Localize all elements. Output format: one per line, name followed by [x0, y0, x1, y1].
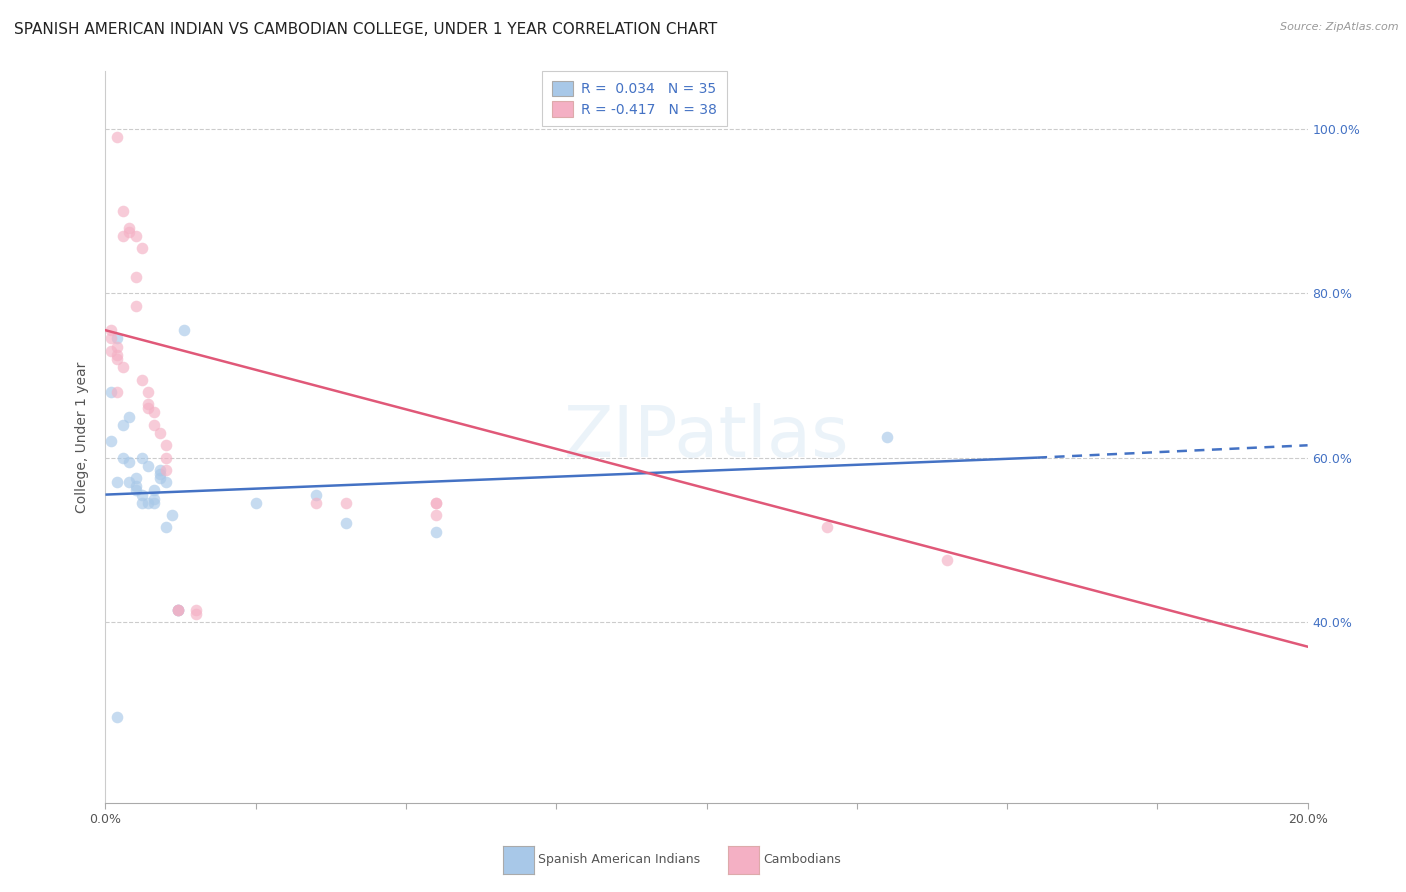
Point: [160, 508, 183, 523]
Point: [166, 602, 188, 616]
Point: [131, 496, 153, 510]
Point: [305, 487, 328, 501]
Point: [425, 524, 447, 539]
Point: [136, 401, 159, 416]
Point: [112, 360, 135, 375]
Point: [107, 475, 129, 490]
Point: [166, 602, 188, 616]
Point: [936, 553, 959, 567]
Point: [131, 241, 153, 255]
Text: Cambodians: Cambodians: [763, 854, 841, 866]
Point: [335, 496, 357, 510]
Point: [112, 417, 135, 432]
Point: [166, 602, 188, 616]
Point: [155, 520, 177, 534]
Point: [335, 516, 357, 531]
Point: [124, 483, 146, 498]
Point: [124, 471, 146, 485]
Point: [124, 479, 146, 493]
Point: [148, 463, 170, 477]
Point: [142, 483, 165, 498]
Text: SPANISH AMERICAN INDIAN VS CAMBODIAN COLLEGE, UNDER 1 YEAR CORRELATION CHART: SPANISH AMERICAN INDIAN VS CAMBODIAN COL…: [14, 22, 717, 37]
Point: [124, 228, 146, 243]
Point: [245, 496, 267, 510]
Point: [107, 709, 129, 723]
Point: [112, 228, 135, 243]
Point: [136, 384, 159, 399]
Point: [131, 373, 153, 387]
Point: [107, 340, 129, 354]
Point: [142, 405, 165, 419]
Point: [136, 458, 159, 473]
Point: [815, 520, 838, 534]
Point: [425, 496, 447, 510]
Point: [107, 348, 129, 362]
Point: [107, 384, 129, 399]
Point: [425, 508, 447, 523]
Legend: R =  0.034   N = 35, R = -0.417   N = 38: R = 0.034 N = 35, R = -0.417 N = 38: [543, 71, 727, 127]
Point: [184, 602, 207, 616]
Point: [425, 496, 447, 510]
Point: [148, 425, 170, 440]
Point: [142, 491, 165, 506]
Point: [100, 331, 122, 345]
Point: [112, 204, 135, 219]
Point: [148, 471, 170, 485]
Point: [155, 463, 177, 477]
Point: [136, 397, 159, 411]
Point: [107, 331, 129, 345]
Point: [124, 299, 146, 313]
Text: Spanish American Indians: Spanish American Indians: [538, 854, 700, 866]
Point: [118, 409, 141, 424]
Point: [142, 417, 165, 432]
Point: [118, 225, 141, 239]
Point: [155, 475, 177, 490]
Point: [100, 434, 122, 449]
Point: [155, 438, 177, 452]
Point: [107, 130, 129, 145]
Point: [124, 269, 146, 284]
Point: [100, 343, 122, 358]
Point: [305, 496, 328, 510]
Point: [131, 450, 153, 465]
Text: ZIPatlas: ZIPatlas: [564, 402, 849, 472]
Point: [173, 323, 195, 337]
Point: [155, 450, 177, 465]
Point: [118, 455, 141, 469]
Point: [142, 496, 165, 510]
Point: [112, 450, 135, 465]
Y-axis label: College, Under 1 year: College, Under 1 year: [76, 361, 90, 513]
Point: [876, 430, 898, 444]
Point: [118, 475, 141, 490]
Point: [184, 607, 207, 621]
Point: [118, 220, 141, 235]
Point: [107, 351, 129, 366]
Text: Source: ZipAtlas.com: Source: ZipAtlas.com: [1281, 22, 1399, 32]
Point: [100, 384, 122, 399]
Point: [148, 467, 170, 481]
Point: [131, 487, 153, 501]
Point: [136, 496, 159, 510]
Point: [166, 602, 188, 616]
Point: [100, 323, 122, 337]
